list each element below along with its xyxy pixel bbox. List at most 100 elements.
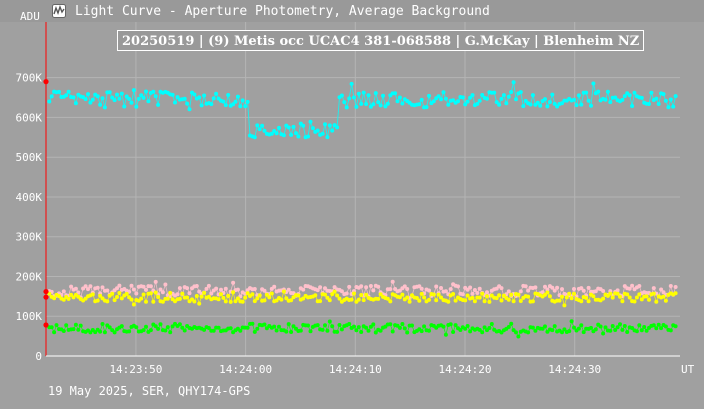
target-point	[443, 96, 448, 101]
comparison_2-point	[221, 295, 226, 300]
comparison_1-point	[214, 286, 219, 291]
target-point	[608, 100, 613, 105]
target-point	[477, 98, 482, 103]
target-point	[342, 100, 347, 105]
comparison_1-point	[477, 286, 482, 291]
comparison_2-point	[407, 299, 412, 304]
comparison_3-point	[593, 327, 598, 332]
target-point	[175, 95, 180, 100]
comparison_2-point	[463, 298, 468, 303]
target-point	[364, 102, 369, 106]
comparison_3-point	[216, 325, 221, 330]
comparison_1-point	[160, 290, 165, 295]
comparison_1-point	[262, 288, 267, 293]
comparison_2-point	[494, 296, 499, 301]
comparison_2-point	[579, 299, 584, 304]
comparison_3-point	[202, 327, 207, 332]
comparison_2-point	[545, 290, 550, 295]
target-point	[576, 93, 581, 98]
comparison_1-point	[543, 284, 547, 289]
comparison_2-point	[131, 302, 136, 307]
comparison_3-point	[639, 328, 644, 333]
comparison_2-point	[625, 292, 630, 297]
target-point	[107, 90, 112, 95]
target-point	[260, 123, 265, 128]
light-curve-app-icon[interactable]	[52, 4, 66, 18]
comparison_2-point	[465, 293, 470, 298]
comparison_2-point	[422, 295, 427, 300]
comparison_3-point	[613, 328, 618, 332]
comparison_3-point	[148, 328, 153, 333]
target-point	[141, 95, 146, 100]
target-point	[347, 96, 352, 101]
target-point	[330, 128, 335, 133]
baseline-marker-target	[43, 79, 49, 85]
series-target	[47, 80, 678, 140]
comparison_3-point	[642, 325, 647, 329]
comparison_1-point	[141, 284, 146, 289]
comparison_2-point	[197, 301, 202, 306]
comparison_2-point	[192, 299, 197, 304]
comparison_1-point	[390, 279, 395, 284]
target-point	[579, 102, 584, 107]
target-point	[235, 94, 240, 99]
comparison_3-point	[315, 323, 320, 328]
target-point	[373, 91, 378, 96]
comparison_2-point	[156, 295, 161, 299]
target-point	[146, 99, 151, 104]
comparison_1-point	[550, 285, 555, 290]
comparison_2-point	[165, 296, 170, 301]
target-point	[497, 102, 502, 107]
comparison_2-point	[472, 299, 477, 304]
comparison_2-point	[141, 292, 146, 297]
comparison_3-point	[306, 323, 310, 328]
target-point	[417, 102, 422, 107]
comparison_2-point	[499, 298, 504, 303]
y-tick-label: 600K	[16, 111, 43, 124]
comparison_3-point	[487, 326, 492, 330]
comparison_2-point	[530, 299, 535, 304]
comparison_3-point	[405, 330, 410, 335]
target-point	[528, 102, 533, 107]
target-point	[550, 92, 555, 97]
comparison_1-point	[485, 290, 489, 295]
comparison_3-point	[663, 324, 668, 329]
target-point	[475, 101, 480, 106]
target-point	[661, 92, 666, 97]
comparison_3-point	[576, 326, 581, 331]
comparison_3-point	[654, 326, 659, 331]
comparison_2-point	[446, 299, 451, 304]
comparison_3-point	[153, 324, 158, 329]
comparison_2-point	[252, 299, 257, 304]
comparison_2-point	[323, 292, 327, 297]
comparison_1-point	[661, 290, 666, 295]
comparison_3-point	[526, 330, 531, 335]
comparison_1-point	[439, 286, 443, 290]
comparison_1-point	[555, 285, 560, 290]
comparison_2-point	[153, 290, 158, 295]
comparison_1-point	[209, 291, 214, 296]
comparison_2-point	[359, 293, 364, 297]
comparison_3-point	[73, 322, 78, 327]
comparison_2-point	[615, 291, 620, 296]
comparison_3-point	[441, 324, 446, 329]
comparison_1-point	[581, 288, 586, 293]
comparison_3-point	[359, 330, 364, 334]
comparison_1-point	[364, 285, 369, 290]
target-point	[127, 96, 132, 101]
comparison_2-point	[419, 291, 424, 296]
comparison_2-point	[226, 293, 231, 298]
comparison_2-point	[427, 297, 431, 302]
comparison_3-point	[468, 329, 473, 334]
comparison_2-point	[194, 294, 199, 298]
target-point	[622, 94, 627, 99]
comparison_1-point	[344, 291, 349, 296]
comparison_3-point	[610, 324, 615, 328]
comparison_2-point	[388, 299, 393, 304]
comparison_1-point	[468, 285, 473, 290]
comparison_2-point	[639, 297, 644, 302]
target-point	[221, 99, 226, 104]
comparison_2-point	[223, 299, 228, 304]
comparison_2-point	[661, 294, 666, 299]
comparison_2-point	[572, 291, 576, 296]
